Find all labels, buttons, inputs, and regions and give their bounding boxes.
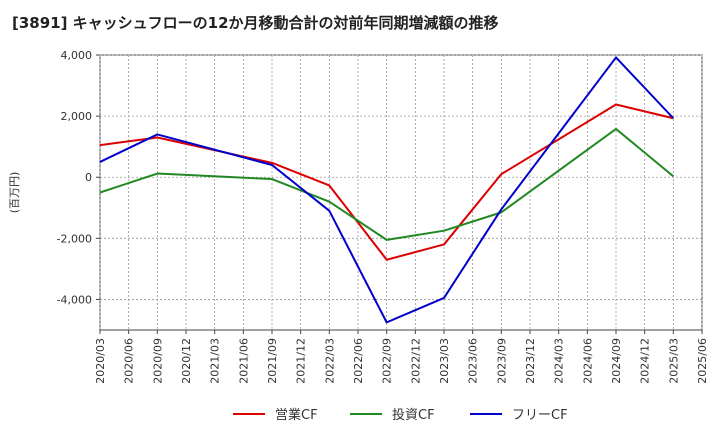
axes: 4,000 2,000 0 -2,000 -4,000 2020/03 2020/06 202… xyxy=(8,49,709,384)
x-tick-label: 2021/09 xyxy=(266,338,279,384)
x-tick-label: 2024/06 xyxy=(581,338,594,384)
legend-label-3: フリーCF xyxy=(512,408,568,423)
x-tick-label: 2020/12 xyxy=(180,338,193,384)
legend: 営業CF 投資CF フリーCF xyxy=(233,407,568,423)
x-tick-label: 2021/03 xyxy=(209,338,222,384)
x-tick-label: 2024/12 xyxy=(639,338,652,384)
x-tick-label: 2020/03 xyxy=(94,338,107,384)
x-tick-label: 2020/06 xyxy=(123,338,136,384)
y-tick-label: 0 xyxy=(85,171,92,184)
legend-label-2: 投資CF xyxy=(392,407,435,423)
y-tick-label: 2,000 xyxy=(61,110,93,123)
chart-title: [3891] キャッシュフローの12か月移動合計の対前年同期増減額の推移 xyxy=(12,14,499,32)
x-tick-label: 2023/12 xyxy=(524,338,537,384)
x-tick-label: 2020/09 xyxy=(151,338,164,384)
x-tick-label: 2022/06 xyxy=(352,338,365,384)
grid-lines xyxy=(99,54,703,331)
x-tick-label: 2023/03 xyxy=(438,338,451,384)
x-tick-label: 2023/06 xyxy=(467,338,480,384)
x-tick-label: 2024/03 xyxy=(553,338,566,384)
y-tick-label: 4,000 xyxy=(61,49,93,62)
plot-frame xyxy=(99,54,703,331)
series-lines xyxy=(99,56,675,324)
x-tick-label: 2021/12 xyxy=(295,338,308,384)
y-tick-label: -2,000 xyxy=(57,232,92,245)
x-tick-label: 2021/06 xyxy=(237,338,250,384)
x-tick-label: 2022/12 xyxy=(409,338,422,384)
legend-label-1: 営業CF xyxy=(275,407,318,423)
x-tick-label: 2025/03 xyxy=(667,338,680,384)
series-line-2 xyxy=(99,127,674,241)
x-tick-label: 2024/09 xyxy=(610,338,623,384)
x-tick-label: 2023/09 xyxy=(495,338,508,384)
y-tick-label: -4,000 xyxy=(57,293,92,306)
series-line-3 xyxy=(99,56,675,324)
y-axis-label: (百万円) xyxy=(8,172,21,214)
x-tick-label: 2025/06 xyxy=(696,338,709,384)
x-tick-label: 2022/03 xyxy=(323,338,336,384)
series-line-1 xyxy=(99,103,674,261)
x-tick-label: 2022/09 xyxy=(381,338,394,384)
